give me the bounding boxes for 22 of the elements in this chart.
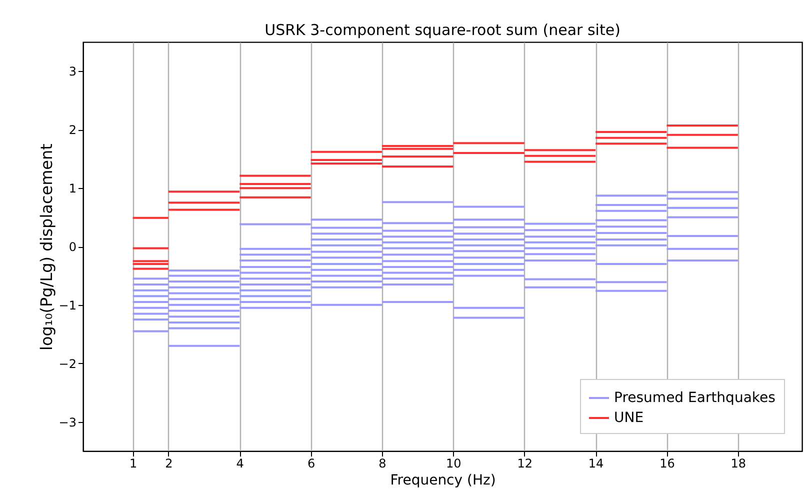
y-axis-title: log₁₀(Pg/Lg) displacement xyxy=(36,144,56,350)
legend-label: Presumed Earthquakes xyxy=(614,390,776,406)
x-tick-label: 2 xyxy=(165,456,173,470)
x-tick-label: 6 xyxy=(307,456,316,470)
x-tick-label: 1 xyxy=(130,456,138,470)
y-tick-label: −2 xyxy=(58,356,76,371)
y-tick-label: 3 xyxy=(68,64,76,79)
chart-title: USRK 3-component square-root sum (near site) xyxy=(264,21,620,39)
x-tick-label: 8 xyxy=(378,456,386,470)
y-tick-label: −3 xyxy=(58,415,76,430)
x-tick-label: 18 xyxy=(730,456,746,470)
legend-label: UNE xyxy=(614,410,644,426)
x-tick-label: 4 xyxy=(236,456,244,470)
y-tick-label: −1 xyxy=(58,298,76,312)
x-tick-label: 10 xyxy=(446,456,462,470)
y-tick-label: 0 xyxy=(68,240,76,254)
x-axis-title: Frequency (Hz) xyxy=(390,472,496,488)
x-tick-label: 14 xyxy=(588,456,604,470)
x-tick-label: 12 xyxy=(517,456,533,470)
y-tick-label: 1 xyxy=(68,182,76,196)
x-tick-label: 16 xyxy=(660,456,675,470)
y-tick-label: 2 xyxy=(68,123,76,138)
